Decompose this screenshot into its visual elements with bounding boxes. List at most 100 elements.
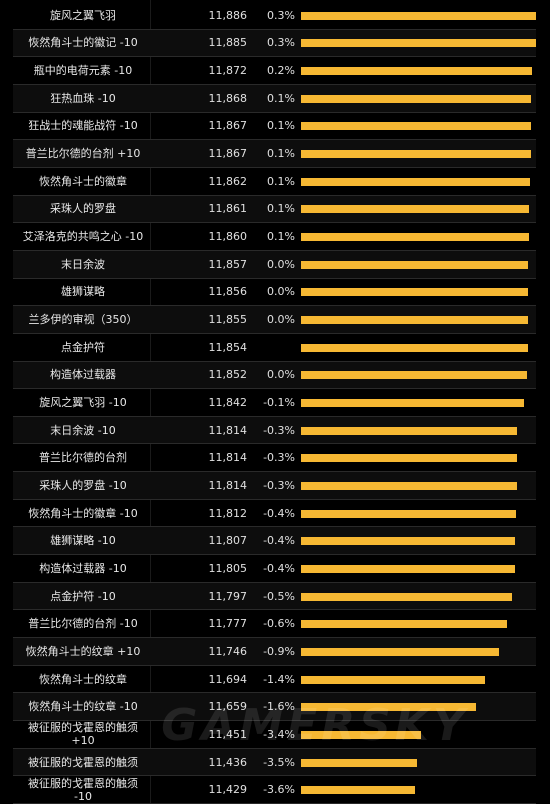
score-bar [301, 233, 530, 242]
change-percent: -0.4% [263, 534, 295, 548]
change-percent: -0.4% [263, 506, 295, 520]
score-bar [301, 11, 536, 20]
table-row: 被征服的戈霍恩的触须 -10 11,429 -3.6% [13, 776, 536, 804]
item-name: 恢然角斗士的徽章 [39, 174, 127, 188]
change-percent: 0.0% [267, 257, 295, 271]
table-row: 被征服的戈霍恩的触须 +10 11,451 -3.4% [13, 721, 536, 749]
item-name: 旋风之翼飞羽 [50, 8, 116, 22]
item-name: 恢然角斗士的徽章 -10 [28, 506, 138, 520]
score-value: 11,797 [208, 589, 248, 603]
score-bar [301, 564, 515, 573]
item-name: 构造体过载器 -10 [39, 561, 127, 575]
score-bar [301, 39, 536, 48]
table-row: 恢然角斗士的纹章 +10 11,746 -0.9% [13, 638, 536, 666]
score-value: 11,886 [208, 8, 248, 22]
change-percent: -0.9% [263, 644, 295, 658]
score-bar [301, 371, 527, 380]
table-row: 普兰比尔德的台剂 11,814 -0.3% [13, 444, 536, 473]
score-bar [301, 454, 517, 463]
item-name: 雄狮谋略 [61, 285, 105, 299]
score-bar [301, 509, 517, 518]
score-bar [301, 620, 508, 629]
table-row: 恢然角斗士的徽章 11,862 0.1% [13, 168, 536, 196]
score-value: 11,867 [208, 147, 248, 161]
score-value: 11,857 [208, 257, 248, 271]
change-percent: -0.3% [263, 423, 295, 437]
table-row: 末日余波 -10 11,814 -0.3% [13, 416, 536, 445]
score-value: 11,429 [208, 783, 248, 797]
change-percent: -1.4% [263, 672, 295, 686]
item-name: 普兰比尔德的台剂 [39, 451, 127, 465]
score-bar [301, 177, 530, 186]
score-value: 11,860 [208, 230, 248, 244]
item-name: 旋风之翼飞羽 -10 [39, 395, 127, 409]
score-value: 11,814 [208, 423, 248, 437]
table-row: 被征服的戈霍恩的触须 11,436 -3.5% [13, 748, 536, 777]
score-value: 11,814 [208, 478, 248, 492]
table-row: 点金护符 11,854 [13, 334, 536, 362]
score-value: 11,872 [208, 64, 248, 78]
item-name: 采珠人的罗盘 [50, 202, 116, 216]
item-name: 构造体过载器 [50, 368, 116, 382]
change-percent: 0.0% [267, 368, 295, 382]
score-value: 11,807 [208, 534, 248, 548]
score-value: 11,852 [208, 368, 248, 382]
change-percent: 0.3% [267, 8, 295, 22]
change-percent: 0.3% [267, 36, 295, 50]
table-row: 构造体过载器 -10 11,805 -0.4% [13, 555, 536, 583]
table-row: 雄狮谋略 -10 11,807 -0.4% [13, 527, 536, 556]
score-value: 11,659 [208, 700, 248, 714]
table-row: 狂战士的魂能战符 -10 11,867 0.1% [13, 113, 536, 141]
item-name: 兰多伊的审视（350） [28, 313, 138, 327]
score-value: 11,694 [208, 672, 248, 686]
change-percent: -0.3% [263, 451, 295, 465]
score-bar [301, 481, 517, 490]
change-percent: 0.1% [267, 202, 295, 216]
table-row: 恢然角斗士的徽章 -10 11,812 -0.4% [13, 500, 536, 528]
score-value: 11,777 [208, 617, 248, 631]
change-percent: -3.5% [263, 755, 295, 769]
score-value: 11,855 [208, 313, 248, 327]
score-bar [301, 122, 531, 131]
change-percent: 0.0% [267, 313, 295, 327]
item-name: 恢然角斗士的纹章 [39, 672, 127, 686]
item-name: 点金护符 [61, 340, 105, 354]
table-row: 点金护符 -10 11,797 -0.5% [13, 582, 536, 611]
score-bar [301, 288, 529, 297]
score-bar [301, 343, 528, 352]
score-bar [301, 730, 421, 739]
score-value: 11,451 [208, 727, 248, 741]
score-bar [301, 758, 417, 767]
item-name: 采珠人的罗盘 -10 [39, 478, 127, 492]
score-bar [301, 150, 531, 159]
item-name: 末日余波 -10 [50, 423, 116, 437]
score-bar [301, 537, 516, 546]
change-percent [247, 334, 295, 361]
table-row: 采珠人的罗盘 -10 11,814 -0.3% [13, 472, 536, 500]
score-bar [301, 205, 530, 214]
table-row: 狂热血珠 -10 11,868 0.1% [13, 84, 536, 113]
item-name: 狂热血珠 -10 [50, 91, 116, 105]
change-percent: 0.1% [267, 147, 295, 161]
score-bar [301, 647, 499, 656]
score-value: 11,868 [208, 91, 248, 105]
item-name: 普兰比尔德的台剂 +10 [25, 147, 141, 161]
item-name: 雄狮谋略 -10 [50, 534, 116, 548]
change-percent: -0.1% [263, 395, 295, 409]
table-row: 构造体过载器 11,852 0.0% [13, 361, 536, 390]
column-divider [150, 0, 151, 804]
score-value: 11,867 [208, 119, 248, 133]
score-bar [301, 426, 517, 435]
table-row: 旋风之翼飞羽 -10 11,842 -0.1% [13, 389, 536, 417]
table-row: 雄狮谋略 11,856 0.0% [13, 279, 536, 307]
item-name: 被征服的戈霍恩的触须 [28, 755, 138, 769]
item-name: 被征服的戈霍恩的触须 +10 [28, 721, 138, 748]
table-row: 普兰比尔德的台剂 -10 11,777 -0.6% [13, 610, 536, 639]
score-value: 11,805 [208, 561, 248, 575]
score-bar [301, 94, 532, 103]
score-value: 11,842 [208, 395, 248, 409]
change-percent: 0.1% [267, 119, 295, 133]
table-row: 旋风之翼飞羽 11,886 0.3% [13, 2, 536, 30]
score-bar [301, 67, 533, 76]
item-name: 瓶中的电荷元素 -10 [33, 64, 133, 78]
